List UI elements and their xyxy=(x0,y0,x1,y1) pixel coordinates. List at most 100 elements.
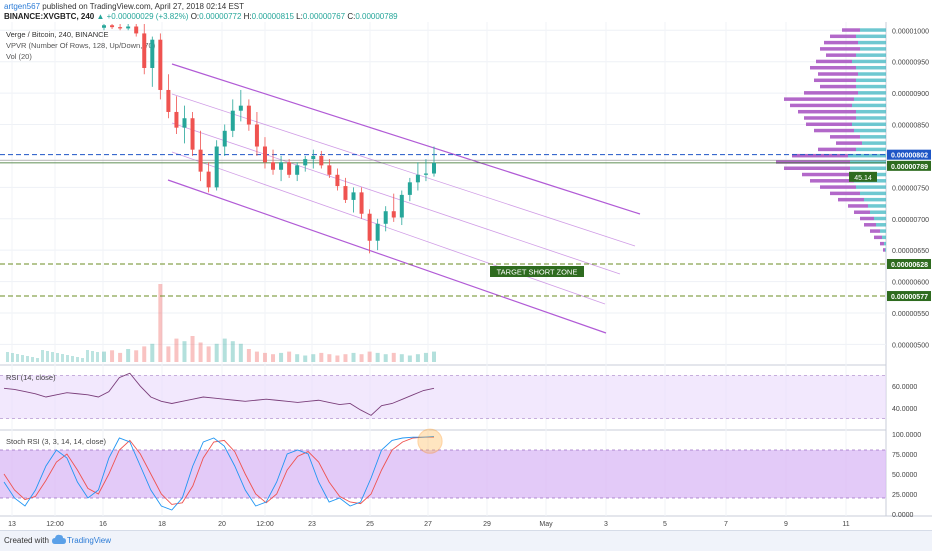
ohlc-value: 0.00000789 xyxy=(355,12,398,21)
volume-bar xyxy=(327,354,332,362)
publisher-link[interactable]: artgen567 xyxy=(4,2,41,11)
candle-body xyxy=(150,39,155,68)
candle-body xyxy=(399,194,404,218)
stoch-tick-label: 100.0000 xyxy=(892,432,921,439)
symbol-line: BINANCE:XVGBTC, 240 ▲ +0.00000029 (+3.82… xyxy=(4,12,398,21)
vpvr-down-bar xyxy=(810,179,854,183)
vpvr-up-bar xyxy=(858,72,886,76)
time-tick-label: 13 xyxy=(8,521,16,528)
volume-bar xyxy=(142,346,147,362)
vpvr-up-bar xyxy=(856,109,886,114)
rsi-line xyxy=(3,372,435,416)
vpvr-down-bar xyxy=(790,103,852,108)
vpvr-down-bar xyxy=(880,241,884,246)
price-tick-label: 0.00000550 xyxy=(892,311,929,318)
time-tick-label: 23 xyxy=(308,521,316,528)
candle-body xyxy=(142,33,147,68)
volume-bar xyxy=(86,350,89,362)
volume-bar xyxy=(26,356,29,362)
vpvr-down-bar xyxy=(804,116,856,120)
vpvr-down-bar xyxy=(830,191,860,196)
ohlc-key: O: xyxy=(190,12,200,21)
vpvr-up-bar xyxy=(876,223,886,227)
stoch-k-line xyxy=(3,435,435,511)
volume-bar xyxy=(214,343,219,362)
candle-body xyxy=(230,110,235,131)
time-tick-label: 5 xyxy=(663,521,667,528)
vpvr-up-bar xyxy=(856,185,886,189)
vpvr-up-bar xyxy=(856,65,886,70)
channel-line xyxy=(167,179,607,334)
symbol-name: BINANCE:XVGBTC, 240 xyxy=(4,12,95,21)
time-tick-label: 16 xyxy=(99,521,107,528)
rsi-band xyxy=(0,375,886,419)
vpvr-up-bar xyxy=(856,84,886,89)
volume-badge-label: 45.14 xyxy=(854,175,872,182)
volume-bar xyxy=(71,356,74,362)
candle-body xyxy=(391,211,396,218)
volume-bar xyxy=(6,352,9,362)
volume-bar xyxy=(335,355,340,362)
vpvr-down-bar xyxy=(776,160,850,164)
vpvr-up-bar xyxy=(856,53,886,57)
candle-body xyxy=(118,27,123,29)
vpvr-down-bar xyxy=(784,97,854,101)
candle-body xyxy=(303,159,308,166)
time-axis: 13 12:00 16 18 20 12:00 23 25 27 29 May 3 5 7 9 11 xyxy=(8,521,850,528)
time-tick-label: 12:00 xyxy=(256,521,274,528)
price-tick-label: 0.00000600 xyxy=(892,280,929,287)
legend-vol: Vol (20) xyxy=(6,52,32,61)
level-badge: 0.00000577 xyxy=(891,294,928,301)
vpvr-up-bar xyxy=(852,122,886,127)
volume-bar xyxy=(41,350,44,362)
level-badge: 0.00000628 xyxy=(891,262,928,269)
vpvr-down-bar xyxy=(870,229,880,233)
regression-channel xyxy=(167,63,641,334)
volume-bar xyxy=(91,351,94,362)
volume-bar xyxy=(399,354,404,362)
vpvr-up-bar xyxy=(858,91,886,95)
channel-line xyxy=(171,63,641,215)
time-tick-label: 29 xyxy=(483,521,491,528)
stoch-pane: Stoch RSI (3, 3, 14, 14, close) 100.0000 7… xyxy=(0,428,921,519)
highlight-circle xyxy=(417,428,443,454)
stoch-d-line xyxy=(3,436,434,505)
volume-bar xyxy=(222,338,227,362)
volume-bar xyxy=(150,343,155,362)
vpvr-down-bar xyxy=(792,153,848,158)
price-axis: 0.00001000 0.00000950 0.00000900 0.00000850… xyxy=(849,28,931,349)
vpvr-down-bar xyxy=(848,204,868,208)
vpvr-down-bar xyxy=(836,141,862,145)
volume-bar xyxy=(407,355,412,362)
vpvr-down-bar xyxy=(784,166,850,170)
volume-bar xyxy=(279,352,284,362)
volume-bar xyxy=(56,353,59,362)
current-price-badge-bg xyxy=(887,160,931,171)
volume-bar xyxy=(158,284,163,362)
volume-bar xyxy=(343,354,348,362)
level-badge-bg xyxy=(887,258,931,269)
candle-body xyxy=(182,118,187,128)
price-tick-label: 0.00000750 xyxy=(892,185,929,192)
price-tick-label: 0.00000900 xyxy=(892,91,929,98)
volume-bar xyxy=(238,343,243,362)
ohlc-key: C: xyxy=(347,12,356,21)
vpvr-down-bar xyxy=(818,147,856,152)
vpvr-down-bar xyxy=(798,109,856,114)
candle-body xyxy=(311,155,316,160)
candles xyxy=(102,24,436,254)
ohlc-value: 0.00000767 xyxy=(302,12,348,21)
stoch-legend: Stoch RSI (3, 3, 14, 14, close) xyxy=(6,437,107,446)
volume-bar xyxy=(118,352,123,362)
chart-canvas[interactable]: Verge / Bitcoin, 240, BINANCE VPVR (Numbe… xyxy=(0,22,932,530)
vpvr-down-bar xyxy=(814,78,856,83)
volume-bar xyxy=(102,351,106,362)
price-tick-label: 0.00000500 xyxy=(892,342,929,349)
volume-bar xyxy=(319,352,324,362)
footer: Created with TradingView xyxy=(0,530,932,551)
volume-bar xyxy=(76,357,79,362)
volume-bar xyxy=(206,346,211,362)
tradingview-brand[interactable]: TradingView xyxy=(67,536,112,545)
volume-bar xyxy=(126,349,131,362)
stoch-tick-label: 50.0000 xyxy=(892,472,917,479)
